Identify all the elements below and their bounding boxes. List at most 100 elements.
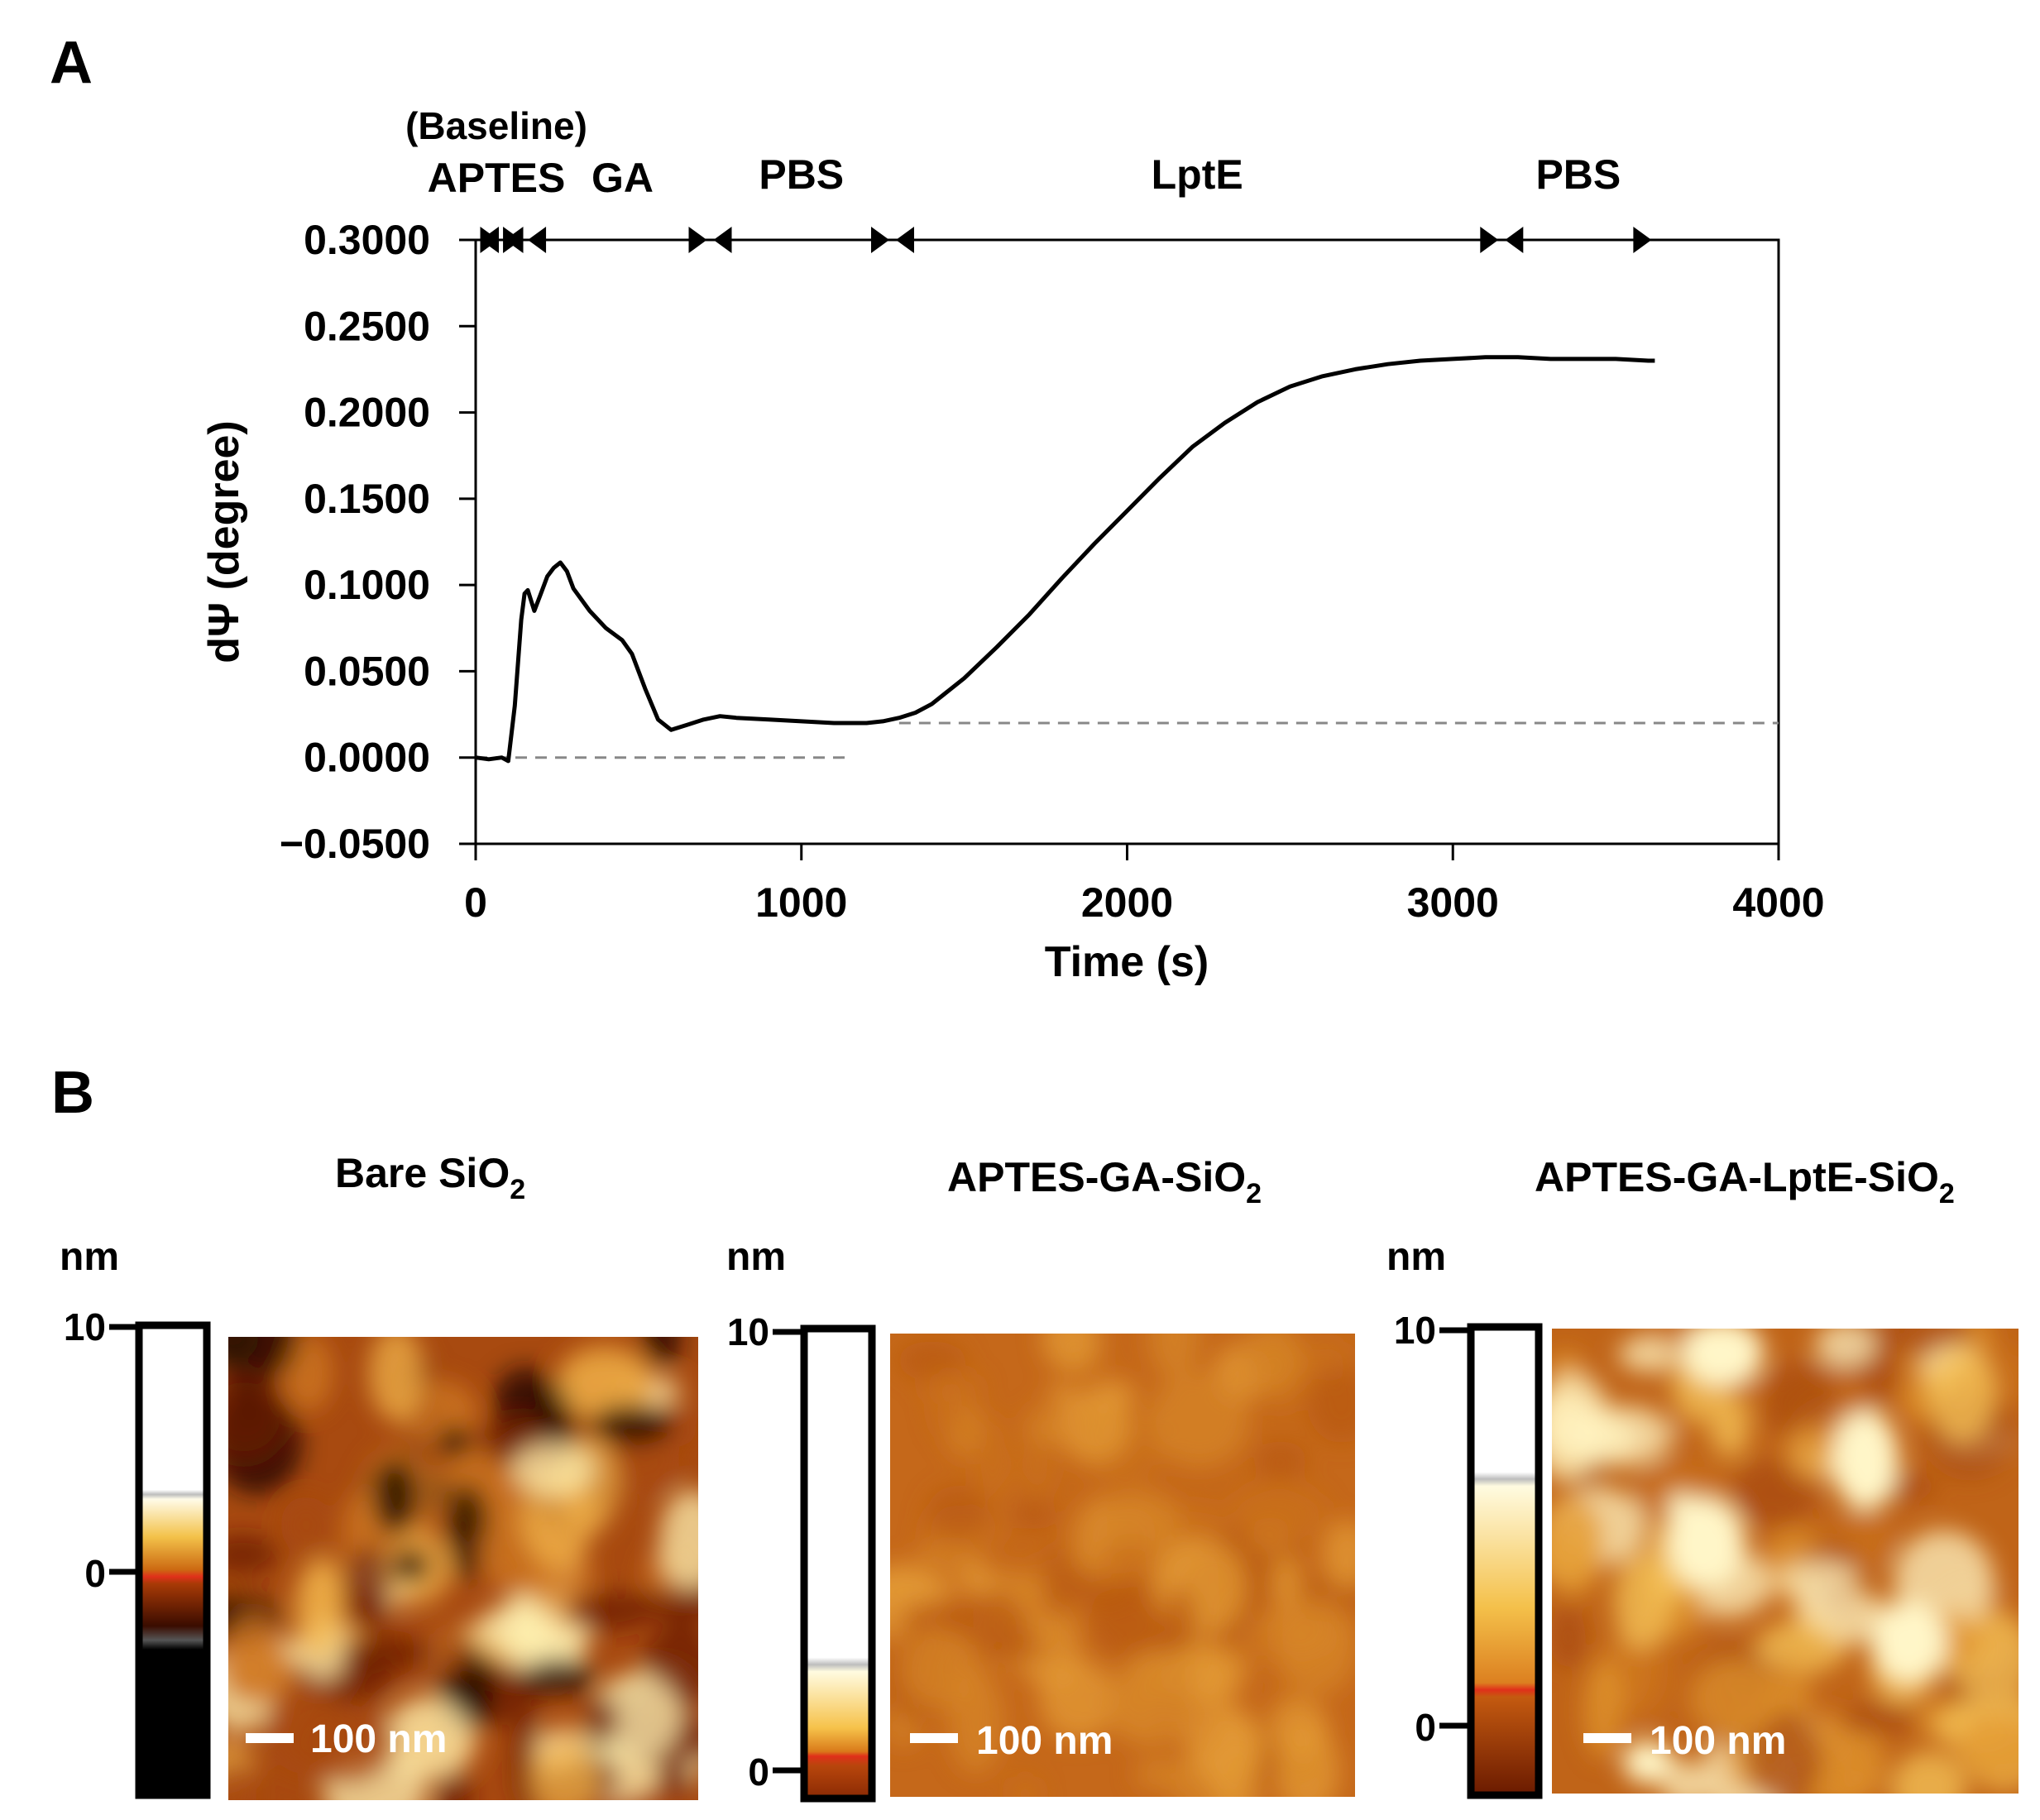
- afm-grain: [511, 1442, 595, 1497]
- colorbar-2-label-10: 10: [727, 1310, 769, 1353]
- afm-grain: [1271, 1554, 1302, 1611]
- afm-grain: [1240, 1334, 1304, 1394]
- afm-grain: [445, 1483, 490, 1581]
- afm-grain: [228, 1758, 256, 1800]
- afm-grain: [899, 1628, 981, 1710]
- afm-grain: [1613, 1552, 1672, 1650]
- y-tick-label: 0.1500: [304, 476, 430, 522]
- afm-grain: [1104, 1668, 1199, 1748]
- afm-protein-feature: [1872, 1601, 1947, 1684]
- afm-grain: [521, 1658, 596, 1696]
- afm-grain: [1817, 1592, 1892, 1645]
- afm-grain: [1784, 1424, 1839, 1482]
- x-tick-label: 4000: [1732, 879, 1824, 926]
- afm-image-aptes-ga-lpte-sio2: [1552, 1329, 2018, 1794]
- arrowhead: [481, 227, 499, 253]
- colorbar-unit-1: nm: [60, 1235, 119, 1279]
- afm-grain: [372, 1458, 418, 1535]
- x-tick-label: 3000: [1407, 879, 1499, 926]
- afm-grain: [897, 1341, 966, 1381]
- plot-frame: [474, 238, 1780, 845]
- afm-title-bare-sio2: Bare SiO2: [335, 1150, 525, 1205]
- afm-grain: [1034, 1612, 1083, 1661]
- phase-label: GA: [591, 155, 654, 201]
- x-tick-label: 2000: [1081, 879, 1173, 926]
- afm-grain: [1147, 1372, 1250, 1468]
- scalebar-1-label: 100 nm: [310, 1717, 447, 1761]
- afm-grain: [383, 1696, 472, 1780]
- afm-grain: [1026, 1406, 1059, 1448]
- afm-grain: [922, 1371, 984, 1405]
- y-tick-label: 0.0500: [304, 648, 430, 694]
- afm-grain: [1606, 1618, 1675, 1722]
- colorbar-1-label-10: 10: [64, 1305, 106, 1348]
- afm-panel-aptes-ga-lpte-sio2: APTES-GA-LptE-SiO2 nm 10 0 100 nm: [1386, 1154, 2018, 1799]
- colorbar-3-label-10: 10: [1394, 1309, 1436, 1352]
- afm-grain: [280, 1496, 332, 1554]
- reference-lines: [476, 721, 1779, 759]
- afm-grain: [1275, 1596, 1355, 1697]
- afm-grain: [1755, 1620, 1848, 1674]
- afm-grain: [590, 1404, 673, 1446]
- arrowhead: [896, 227, 914, 253]
- afm-protein-feature: [1623, 1741, 1673, 1784]
- y-tick-label: 0.0000: [304, 735, 430, 781]
- afm-grain: [1583, 1661, 1624, 1760]
- colorbar-unit-3: nm: [1386, 1235, 1446, 1279]
- afm-grain: [1712, 1396, 1750, 1458]
- scalebar-1: [246, 1733, 294, 1743]
- afm-grain: [1815, 1329, 1877, 1368]
- y-tick-label: 0.2500: [304, 303, 430, 349]
- y-axis-ticks: −0.0500 0.0000 0.0500 0.1000 0.1500 0.2000 0.2…: [280, 217, 476, 867]
- afm-panel-bare-sio2: Bare SiO2 nm 10 0 100 nm: [60, 1150, 698, 1800]
- y-tick-label: −0.0500: [280, 821, 430, 867]
- panel-b-label: B: [51, 1060, 94, 1126]
- afm-grain: [1322, 1520, 1355, 1589]
- afm-grain: [390, 1548, 430, 1583]
- colorbar-2-label-0: 0: [748, 1751, 769, 1794]
- afm-protein-feature: [1666, 1497, 1745, 1588]
- afm-grain: [1254, 1441, 1307, 1481]
- afm-title-aptes-ga-sio2: APTES-GA-SiO2: [947, 1154, 1262, 1209]
- afm-grain: [659, 1489, 698, 1591]
- afm-grain: [1552, 1605, 1586, 1670]
- panel-a-label: A: [50, 30, 93, 96]
- afm-texture: [1552, 1329, 2018, 1794]
- afm-protein-feature: [1668, 1492, 1694, 1519]
- afm-grain: [890, 1573, 955, 1605]
- y-axis-label: dΨ (degree): [200, 420, 248, 663]
- afm-grain: [1008, 1775, 1042, 1797]
- afm-grain: [1837, 1703, 1918, 1736]
- afm-grain: [1552, 1494, 1606, 1597]
- afm-grain: [293, 1561, 340, 1659]
- afm-grain: [368, 1337, 424, 1422]
- phase-arrows: (Baseline) APTES GA PBS LptE PBS: [405, 104, 1652, 253]
- afm-grain: [1020, 1439, 1056, 1497]
- afm-grain: [1732, 1459, 1817, 1526]
- afm-texture: [890, 1334, 1355, 1797]
- series-line: [475, 355, 1655, 764]
- x-axis-ticks: 0 1000 2000 3000 4000: [464, 844, 1825, 926]
- afm-grain: [474, 1604, 565, 1653]
- afm-grain: [265, 1683, 345, 1774]
- afm-grain: [1268, 1700, 1329, 1757]
- afm-grain: [557, 1352, 656, 1420]
- afm-grain: [437, 1425, 472, 1458]
- x-tick-label: 1000: [755, 879, 847, 926]
- afm-grain: [1928, 1347, 1995, 1441]
- phase-label: APTES: [428, 155, 566, 201]
- afm-grain: [973, 1416, 1013, 1503]
- afm-grain: [1041, 1334, 1101, 1370]
- afm-grain: [1745, 1711, 1822, 1794]
- afm-grain: [529, 1742, 600, 1800]
- afm-grain: [1042, 1546, 1074, 1618]
- afm-grain: [228, 1642, 299, 1705]
- scalebar-2-label: 100 nm: [976, 1719, 1113, 1763]
- afm-grain: [1209, 1717, 1258, 1797]
- afm-texture: [228, 1337, 698, 1800]
- afm-grain: [641, 1337, 682, 1367]
- afm-protein-feature: [1681, 1329, 1764, 1386]
- arrowhead: [688, 227, 707, 253]
- phase-label: LptE: [1152, 151, 1243, 198]
